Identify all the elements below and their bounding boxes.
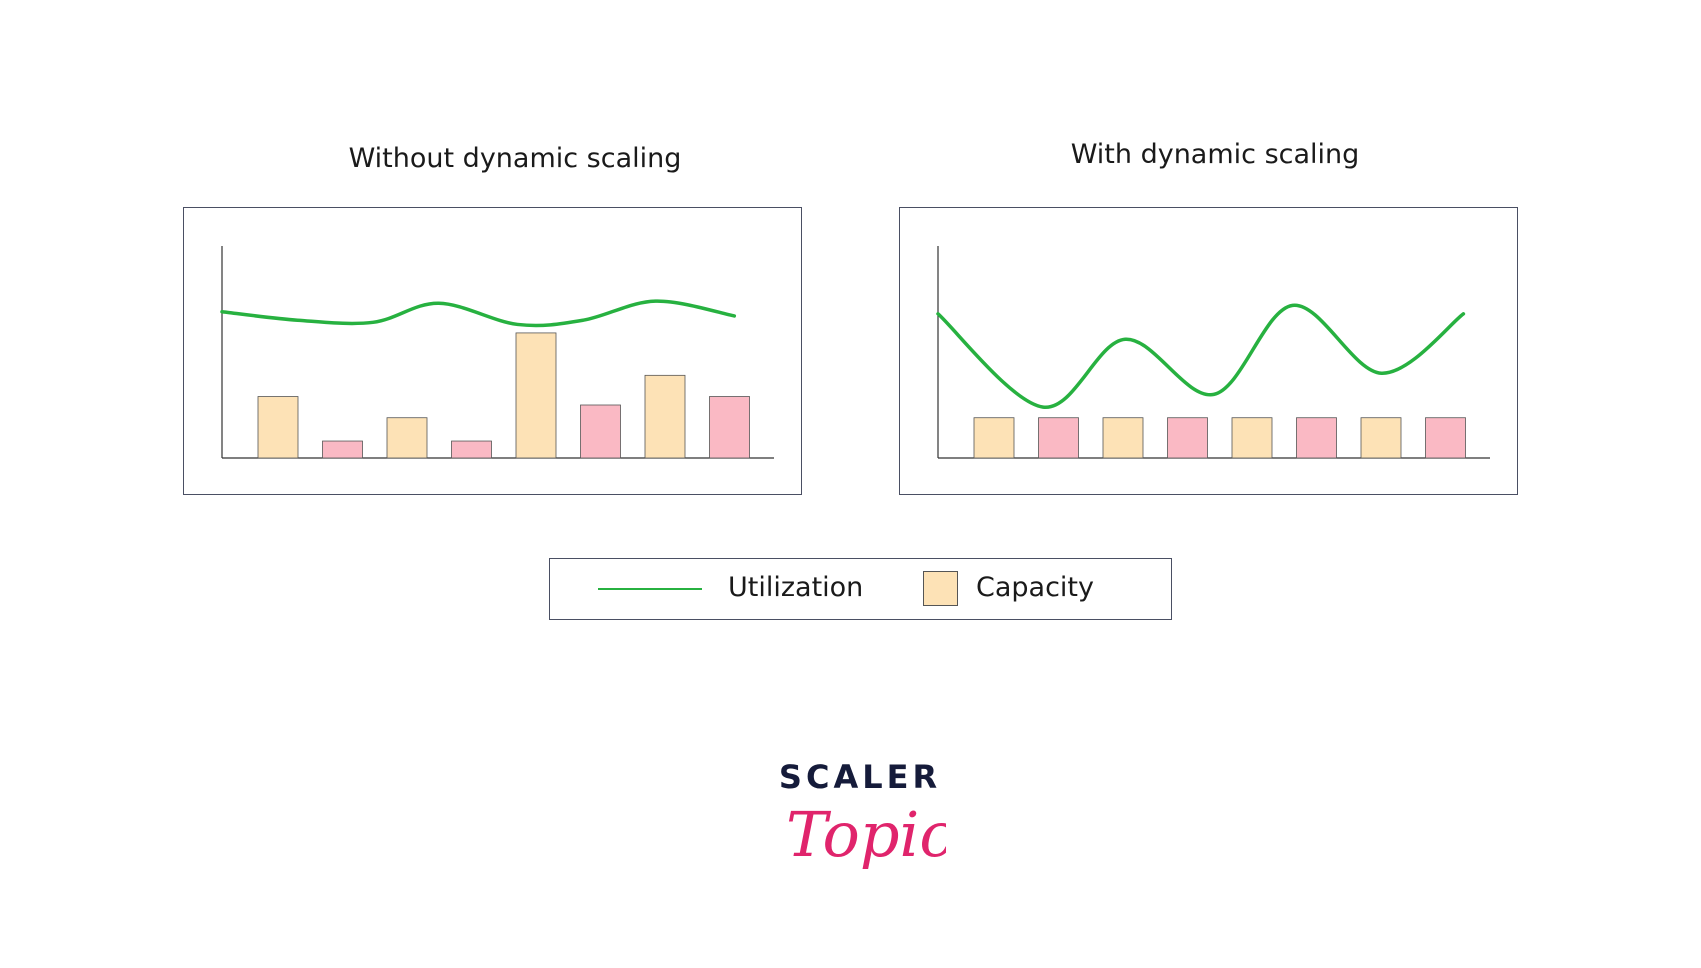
capacity-bar bbox=[257, 396, 299, 459]
capacity-bar bbox=[322, 440, 363, 459]
logo-scaler-text: SCALER bbox=[778, 758, 942, 796]
capacity-bar bbox=[1167, 417, 1208, 459]
utilization-line bbox=[220, 299, 737, 328]
capacity-bar bbox=[644, 374, 686, 459]
capacity-bar bbox=[386, 417, 428, 459]
utilization-line bbox=[936, 303, 1466, 409]
chart-title-with-scaling: With dynamic scaling bbox=[1070, 139, 1360, 170]
capacity-bar bbox=[1425, 417, 1466, 459]
capacity-bar bbox=[1360, 417, 1402, 459]
capacity-bar bbox=[1296, 417, 1337, 459]
capacity-bar bbox=[580, 404, 621, 459]
capacity-bar bbox=[451, 440, 492, 459]
chart-panel-with-scaling bbox=[899, 207, 1518, 495]
chart-title-without-scaling: Without dynamic scaling bbox=[348, 143, 682, 174]
chart-svg-with-scaling bbox=[936, 246, 1490, 459]
legend: Utilization Capacity bbox=[549, 558, 1172, 620]
logo-topics-text: Topics bbox=[786, 798, 946, 871]
capacity-bar bbox=[709, 396, 750, 459]
chart-svg-without-scaling bbox=[220, 246, 774, 459]
legend-utilization-line bbox=[598, 588, 702, 590]
capacity-bar bbox=[515, 332, 557, 459]
capacity-bar bbox=[1038, 417, 1079, 459]
logo-topics-script: Topics bbox=[786, 798, 946, 871]
legend-capacity-swatch bbox=[923, 571, 958, 606]
capacity-bar bbox=[973, 417, 1015, 459]
legend-capacity-label: Capacity bbox=[976, 572, 1094, 603]
capacity-bar bbox=[1102, 417, 1144, 459]
chart-panel-without-scaling bbox=[183, 207, 802, 495]
legend-utilization-label: Utilization bbox=[728, 572, 864, 603]
capacity-bar bbox=[1231, 417, 1273, 459]
